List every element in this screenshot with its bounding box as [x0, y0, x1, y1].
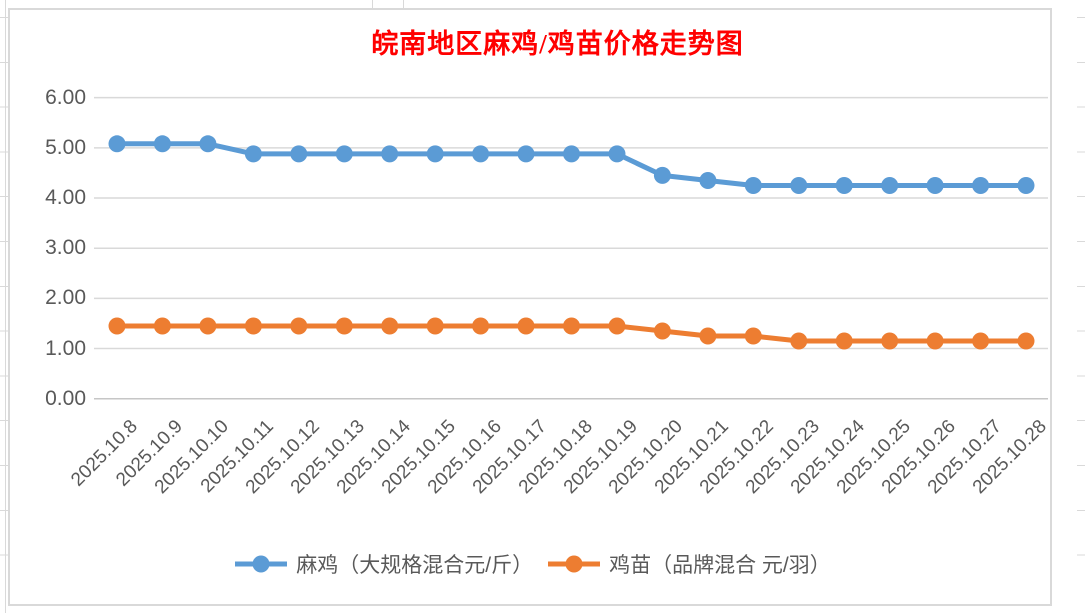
data-point-marker: [517, 145, 535, 163]
chart-title: 皖南地区麻鸡/鸡苗价格走势图: [371, 29, 744, 59]
data-point-marker: [108, 135, 126, 153]
y-axis-tick-label: 2.00: [45, 286, 86, 310]
legend-marker-blue-icon: [235, 555, 288, 573]
data-point-marker: [881, 177, 899, 194]
y-axis-tick-label: 0.00: [45, 386, 86, 410]
data-point-marker: [608, 317, 626, 335]
data-point-marker: [563, 145, 580, 163]
data-point-marker: [290, 145, 308, 163]
data-point-marker: [699, 172, 717, 189]
data-point-marker: [517, 317, 535, 335]
legend: 麻鸡（大规格混合元/斤） 鸡苗（品牌混合 元/羽）: [0, 549, 1065, 579]
sheet-column-border-tick: [372, 0, 373, 8]
data-point-marker: [926, 177, 944, 194]
data-point-marker: [381, 145, 399, 163]
data-point-marker: [926, 332, 944, 350]
data-point-marker: [426, 145, 444, 163]
data-point-marker: [699, 327, 717, 345]
data-point-marker: [153, 135, 171, 153]
sheet-row-borders-left: [0, 17, 8, 597]
data-point-marker: [244, 317, 262, 335]
data-point-marker: [1017, 177, 1035, 194]
data-point-marker: [744, 327, 762, 345]
data-point-marker: [199, 317, 217, 335]
data-point-marker: [790, 177, 808, 194]
data-point-marker: [199, 135, 217, 153]
data-point-marker: [972, 332, 990, 350]
data-point-marker: [972, 177, 990, 194]
legend-label-chick: 鸡苗（品牌混合 元/羽）: [609, 554, 831, 577]
data-point-marker: [426, 317, 444, 335]
legend-item-majichicken[interactable]: 麻鸡（大规格混合元/斤）: [234, 549, 533, 579]
data-point-marker: [153, 317, 171, 335]
y-axis-tick-label: 4.00: [45, 186, 86, 210]
legend-label-majichicken: 麻鸡（大规格混合元/斤）: [296, 554, 534, 577]
data-point-marker: [608, 145, 626, 163]
data-point-marker: [881, 332, 899, 350]
y-axis-tick-label: 6.00: [45, 85, 86, 109]
data-point-marker: [381, 317, 399, 335]
data-point-marker: [653, 322, 671, 340]
chart-area[interactable]: [8, 8, 1052, 606]
legend-item-chick[interactable]: 鸡苗（品牌混合 元/羽）: [547, 549, 831, 579]
data-point-marker: [290, 317, 308, 335]
series-0: [108, 135, 1035, 194]
legend-marker-orange-icon: [548, 555, 601, 573]
y-axis-tick-label: 3.00: [45, 236, 86, 260]
data-point-marker: [563, 317, 580, 335]
data-point-marker: [335, 145, 353, 163]
data-point-marker: [1017, 332, 1035, 350]
data-point-marker: [108, 317, 126, 335]
series-1: [108, 317, 1035, 350]
sheet-row-borders-right: [1077, 17, 1085, 597]
y-axis-tick-label: 5.00: [45, 135, 86, 159]
data-point-marker: [335, 317, 353, 335]
data-point-marker: [244, 145, 262, 163]
data-point-marker: [790, 332, 808, 350]
data-point-marker: [835, 177, 853, 194]
y-axis-tick-label: 1.00: [45, 336, 86, 360]
data-point-marker: [472, 145, 490, 163]
data-point-marker: [744, 177, 762, 194]
sheet-column-border-tick: [403, 0, 404, 8]
data-point-marker: [653, 166, 671, 184]
data-point-marker: [835, 332, 853, 350]
data-point-marker: [472, 317, 490, 335]
